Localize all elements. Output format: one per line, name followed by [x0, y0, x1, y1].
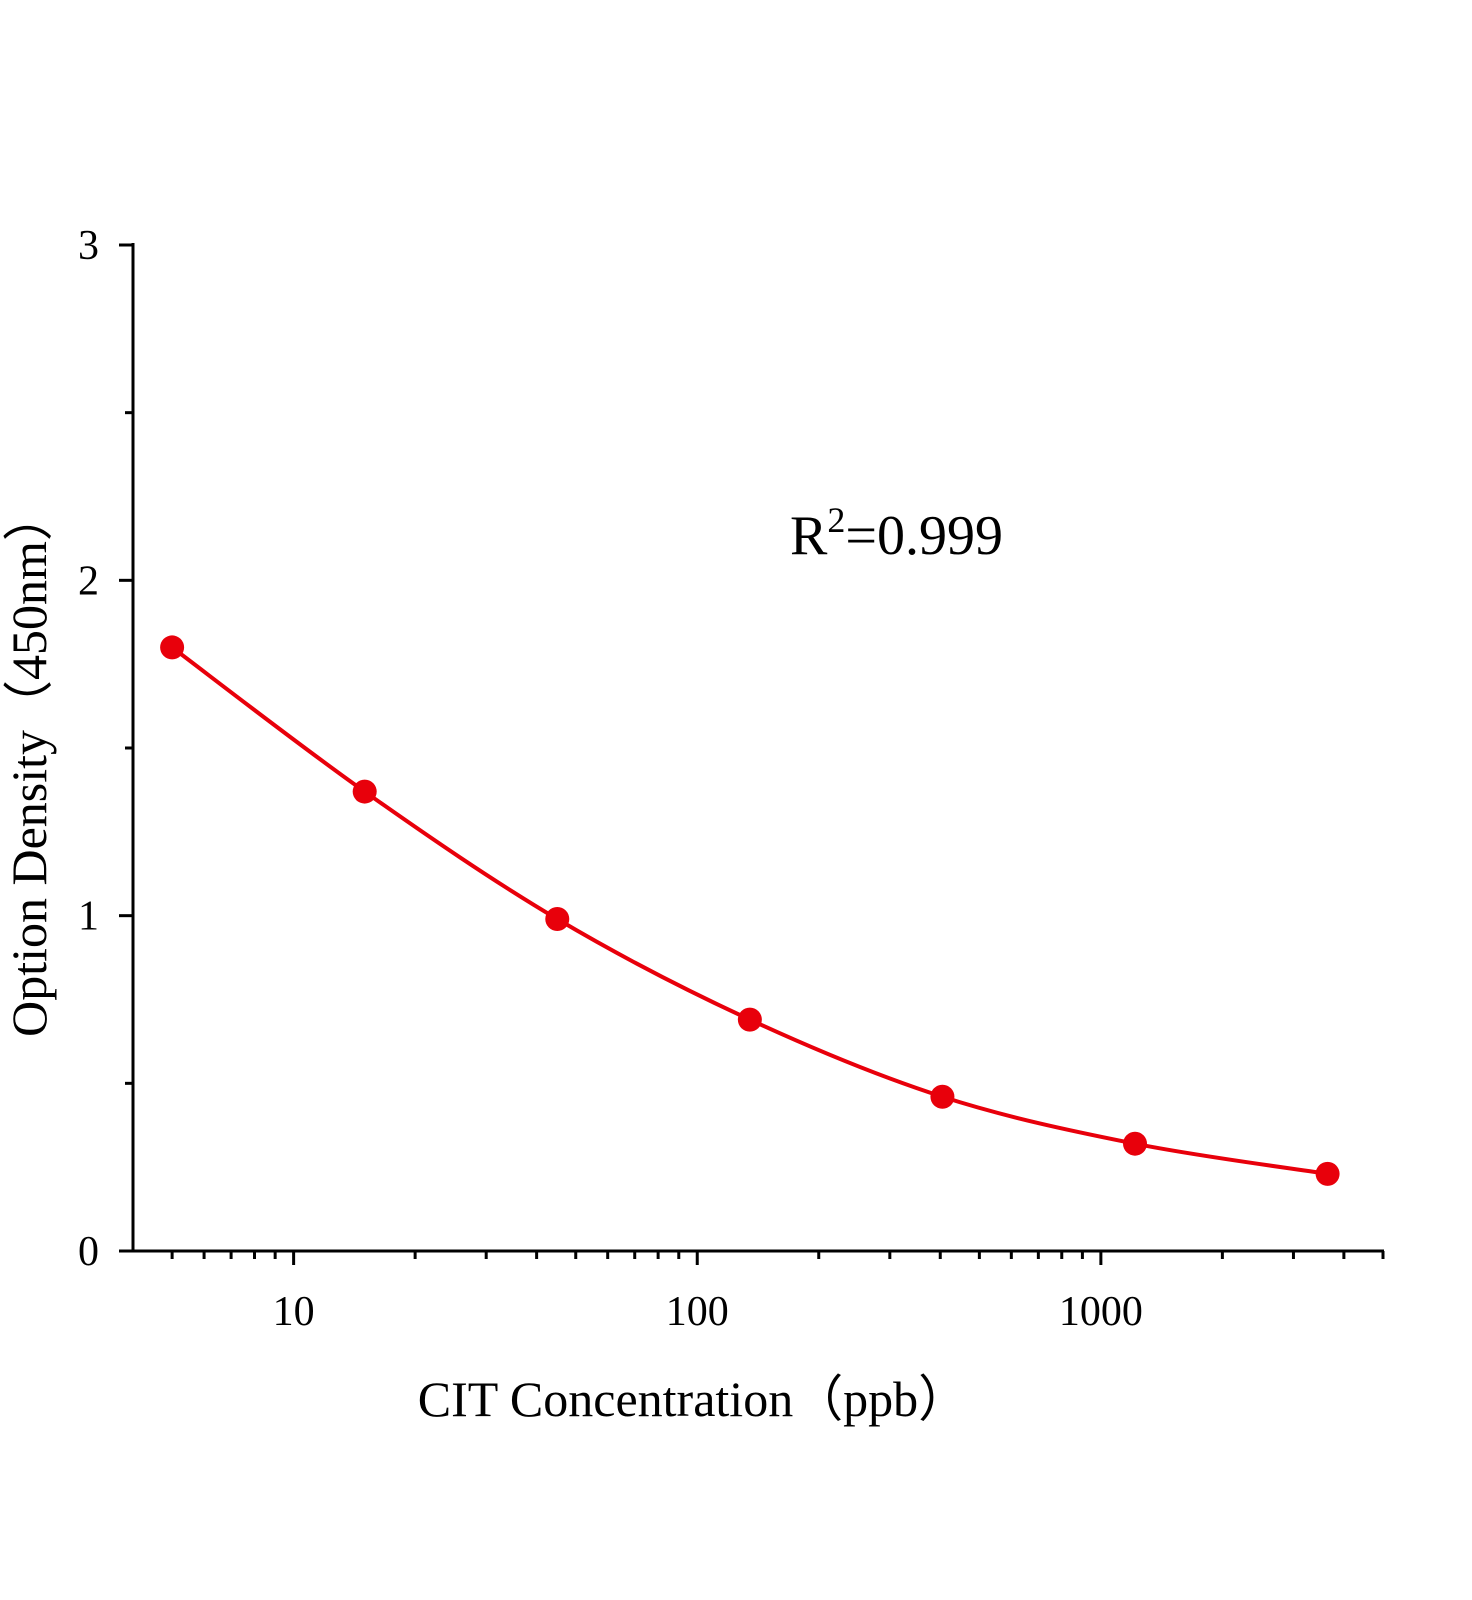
point	[930, 1084, 955, 1109]
y-tick-label: 1	[78, 894, 99, 940]
annotation: R2=0.999	[790, 500, 1003, 567]
annotation-sup: 2	[827, 500, 845, 540]
point	[1315, 1161, 1340, 1186]
y-axis-label: Option Density（450nm）	[1, 491, 57, 1037]
point	[160, 635, 185, 660]
point	[1123, 1131, 1148, 1156]
curve	[170, 645, 1328, 1176]
x-tick-label: 1000	[1059, 1289, 1143, 1335]
annotation-rest: =0.999	[845, 505, 1003, 567]
annotation-base: R	[790, 505, 828, 567]
x-axis-label: CIT Concentration（ppb）	[418, 1371, 968, 1427]
y-tick-label: 0	[78, 1229, 99, 1275]
x-tick-label: 10	[273, 1289, 315, 1335]
y-tick-label: 3	[78, 223, 99, 269]
point	[737, 1007, 762, 1032]
y-tick-label: 2	[78, 558, 99, 604]
point	[352, 779, 377, 804]
point	[545, 907, 570, 932]
x-tick-label: 100	[666, 1289, 729, 1335]
